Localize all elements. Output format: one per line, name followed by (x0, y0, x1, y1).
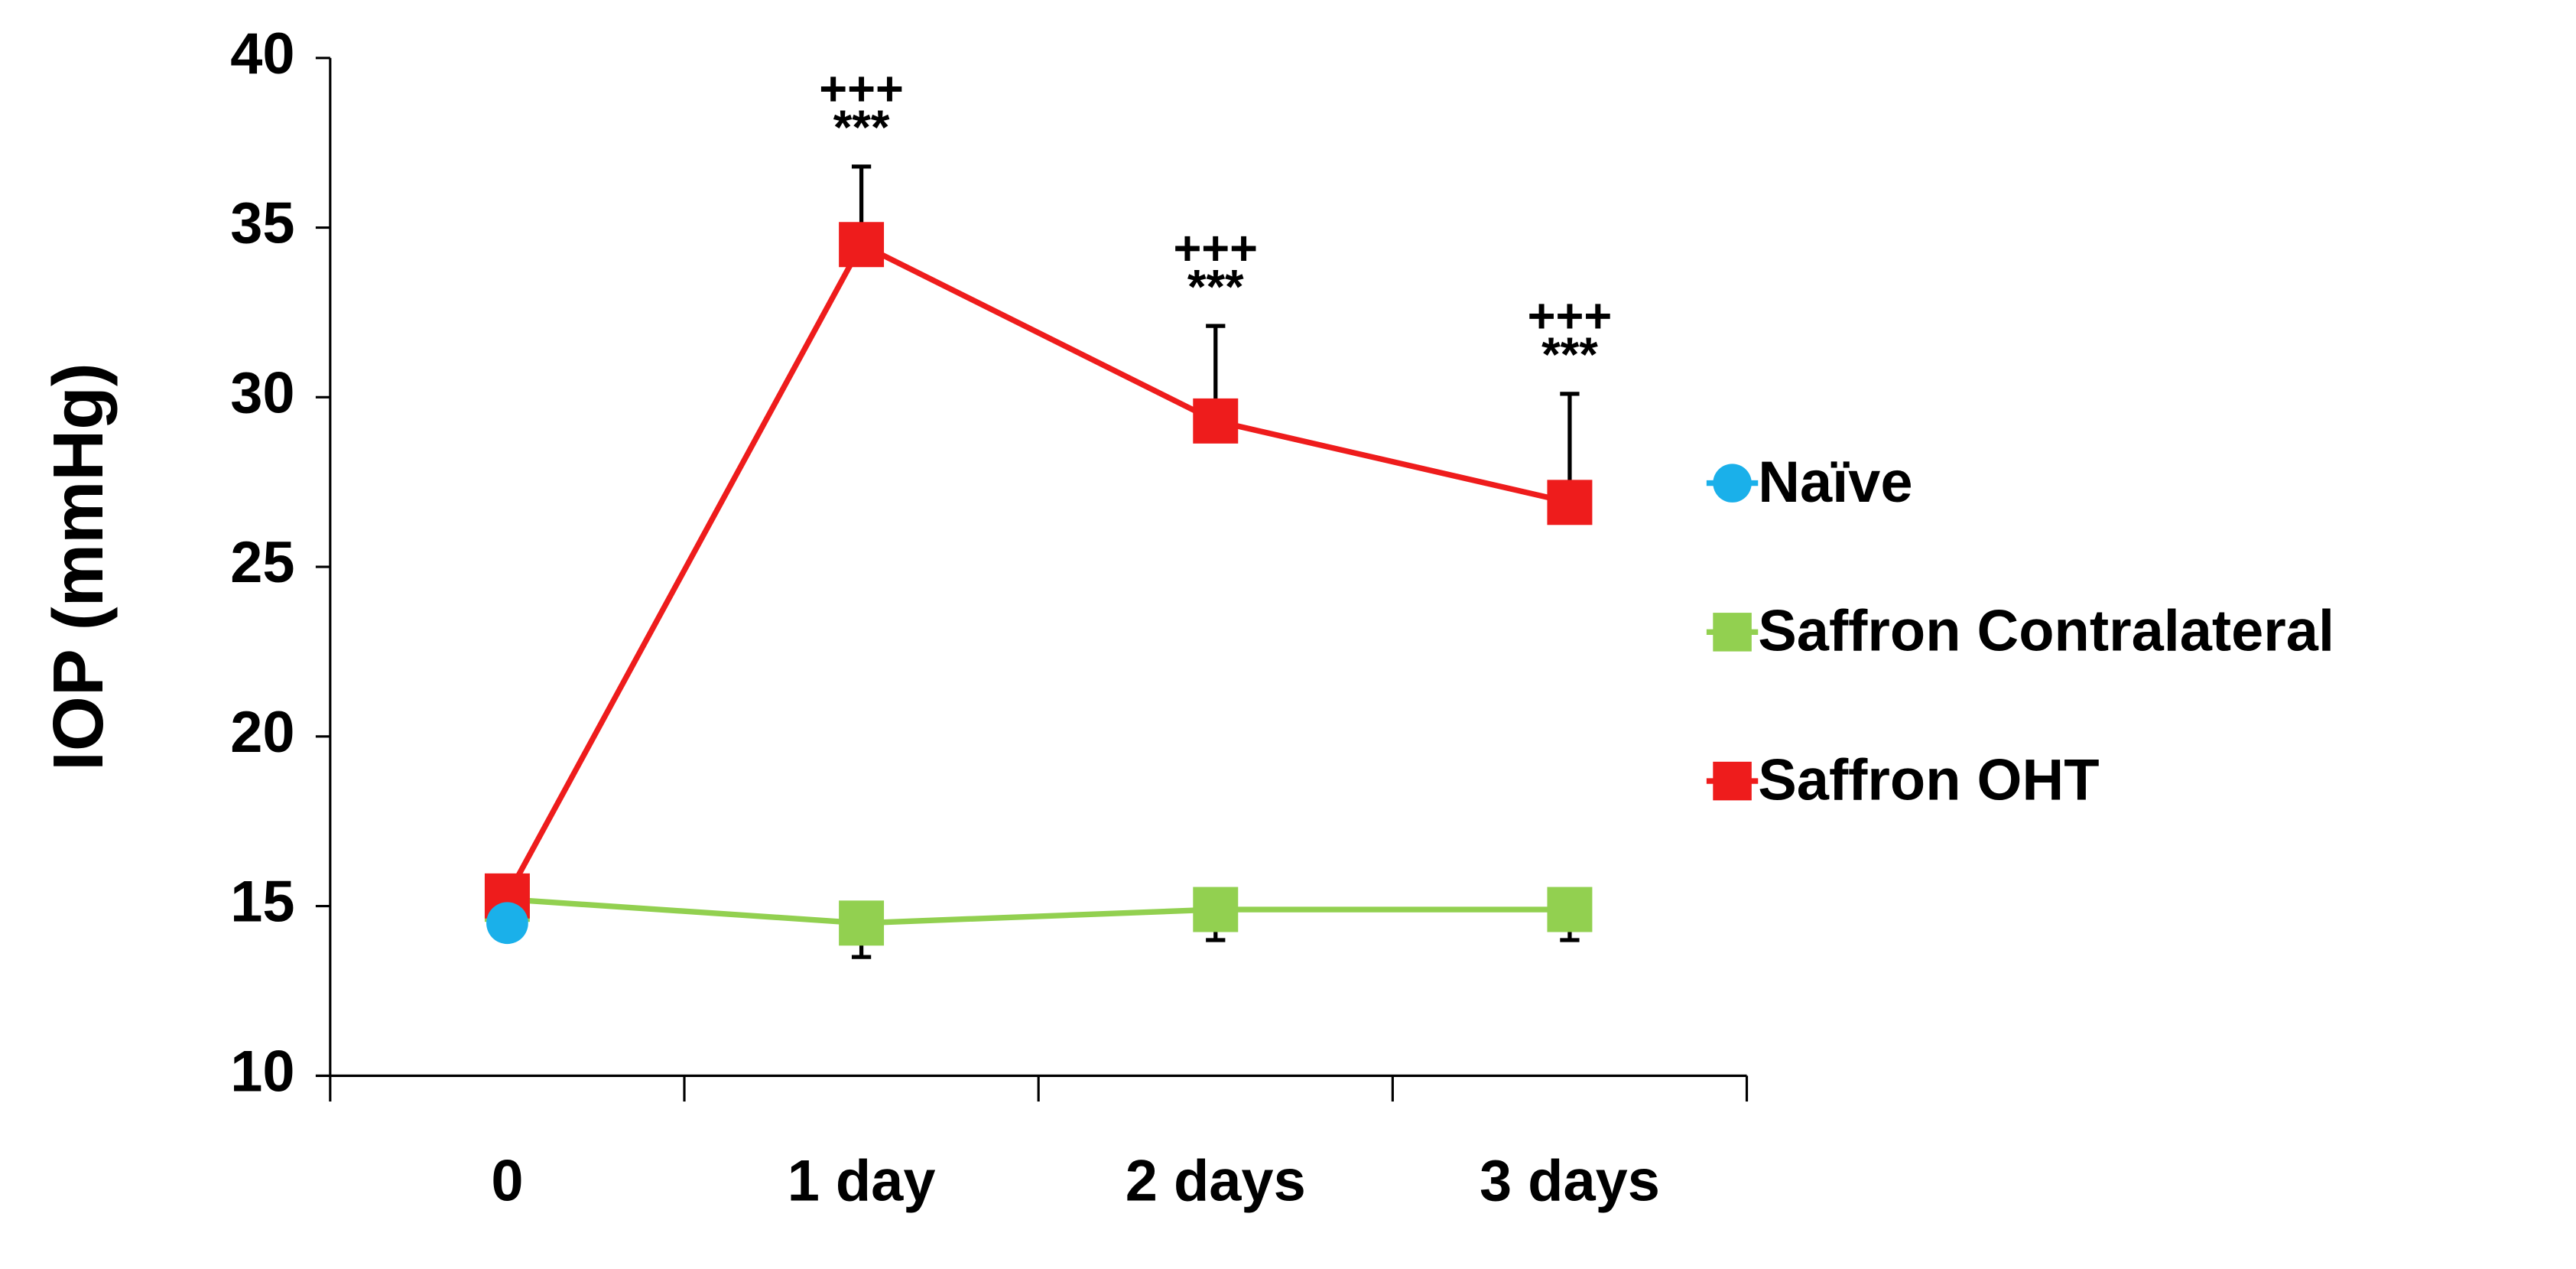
significance-label: +++ (1173, 222, 1258, 275)
significance-label: *** (1187, 261, 1244, 314)
y-tick-label: 25 (230, 530, 294, 595)
series-line (507, 896, 1570, 926)
x-tick-label: 1 day (788, 1149, 936, 1214)
legend-label: Saffron Contralateral (1758, 599, 2334, 664)
significance-label: +++ (819, 63, 904, 116)
data-point (1547, 480, 1593, 525)
x-tick-label: 2 days (1126, 1149, 1306, 1214)
y-tick-label: 15 (230, 870, 294, 935)
y-tick-label: 40 (230, 21, 294, 86)
data-point (486, 902, 528, 945)
y-tick-label: 35 (230, 191, 294, 256)
data-point (1547, 887, 1593, 932)
data-point (1193, 887, 1239, 932)
legend-marker (1713, 464, 1752, 503)
legend-label: Saffron OHT (1758, 747, 2099, 812)
significance-label: *** (1541, 328, 1598, 382)
data-point (839, 900, 885, 946)
data-point (839, 222, 885, 268)
legend-marker (1713, 613, 1752, 652)
x-tick-label: 3 days (1480, 1149, 1660, 1214)
legend-marker (1713, 761, 1752, 801)
significance-label: +++ (1528, 290, 1613, 343)
legend-label: Naïve (1758, 450, 1912, 515)
significance-label: *** (833, 101, 890, 155)
x-tick-label: 0 (491, 1149, 523, 1214)
y-tick-label: 10 (230, 1039, 294, 1104)
series-line (505, 240, 1571, 898)
y-axis-title: IOP (mmHg) (38, 363, 118, 771)
y-tick-label: 30 (230, 360, 294, 425)
y-tick-label: 20 (230, 700, 294, 765)
data-point (1193, 398, 1239, 444)
